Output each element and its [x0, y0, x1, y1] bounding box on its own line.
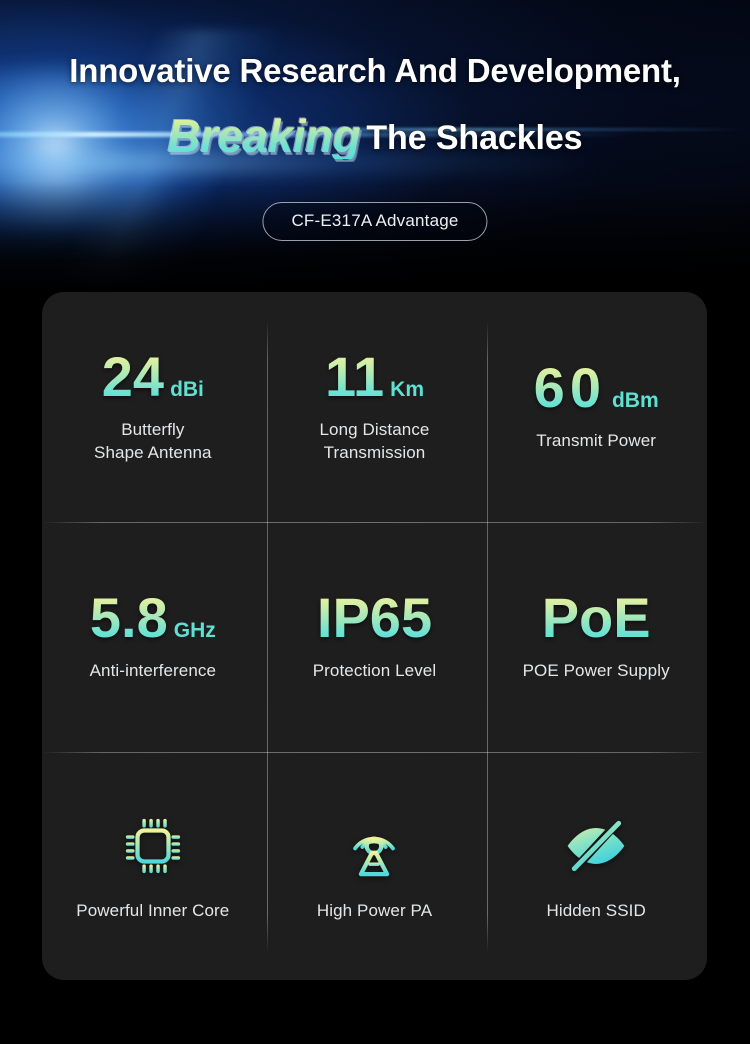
spec-label: Long Distance Transmission [320, 419, 430, 464]
stat-value-row: IP65 [316, 586, 433, 650]
spec-label: Transmit Power [536, 430, 656, 452]
spec-label-line: Transmit Power [536, 431, 657, 451]
stat-unit: GHz [173, 619, 216, 643]
lens-flare-streak [0, 132, 640, 137]
hero-banner [0, 0, 750, 292]
grid-divider-vertical [267, 320, 268, 952]
spec-label-line: Long Distance [319, 420, 430, 440]
spec-grid: 24 dBi Butterfly Shape Antenna 11 Km Lon… [42, 292, 707, 980]
stat-number: PoE [541, 586, 651, 650]
spec-cell-hidden-ssid: Hidden SSID [485, 752, 707, 980]
cpu-chip-icon [125, 818, 180, 874]
stat-unit: dBi [170, 377, 204, 401]
spec-cell-inner-core: Powerful Inner Core [42, 752, 264, 980]
stat-unit: Km [390, 377, 425, 401]
spec-label: Butterfly Shape Antenna [94, 419, 212, 464]
product-advantage-badge: CF-E317A Advantage [262, 202, 488, 241]
hero-bottom-fade [0, 182, 750, 292]
headline-accent-word: Breaking [168, 113, 367, 159]
stat-value-row: 5.8 GHz [89, 586, 216, 650]
spec-label-line: POE Power Supply [522, 661, 670, 681]
headline-rest-text: The Shackles [366, 119, 583, 157]
lens-flare-streak-right [330, 128, 750, 131]
stat-value-row: PoE [541, 586, 651, 650]
stat-value-row: 24 dBi [101, 344, 204, 408]
page-title: Innovative Research And Development, [69, 52, 681, 89]
grid-divider-horizontal [42, 752, 707, 753]
spec-label-line: Anti-interference [89, 661, 217, 681]
spec-label-line: Shape Antenna [94, 442, 212, 462]
icon-container [118, 811, 188, 881]
icon-container [561, 811, 631, 881]
grid-divider-horizontal [42, 522, 707, 523]
stat-number: 5.8 [89, 586, 168, 650]
spec-label: Hidden SSID [546, 901, 646, 920]
spec-label-line: Transmission [323, 442, 426, 462]
stat-number: 24 [101, 344, 165, 408]
spec-cell-poe: PoE POE Power Supply [485, 522, 707, 752]
stat-number: 11 [324, 344, 385, 408]
antenna-tower-icon [353, 836, 396, 877]
eye-off-icon [567, 820, 625, 872]
spec-cell-distance: 11 Km Long Distance Transmission [264, 292, 486, 522]
subtitle-row: Breaking The Shackles [0, 113, 750, 159]
spec-card: 24 dBi Butterfly Shape Antenna 11 Km Lon… [42, 292, 707, 980]
spec-cell-high-power-pa: High Power PA [264, 752, 486, 980]
stat-unit: dBm [611, 389, 659, 413]
spec-label: POE Power Supply [523, 660, 670, 682]
spec-cell-frequency: 5.8 GHz Anti-interference [42, 522, 264, 752]
spec-cell-transmit-power: 60 dBm Transmit Power [485, 292, 707, 522]
spec-label: High Power PA [316, 901, 433, 920]
stat-value-row: 11 Km [324, 344, 425, 408]
spec-label: Powerful Inner Core [76, 901, 230, 920]
spec-label-line: Protection Level [312, 661, 437, 681]
spec-label-line: Butterfly [121, 420, 185, 440]
stat-number: IP65 [316, 586, 433, 650]
spec-cell-protection-level: IP65 Protection Level [264, 522, 486, 752]
icon-container [339, 811, 409, 881]
spec-label: Anti-interference [90, 660, 216, 682]
spec-label: Protection Level [313, 660, 437, 682]
stat-value-row: 60 dBm [533, 356, 659, 420]
stat-number: 60 [533, 356, 606, 420]
lens-flare-soft-streak [0, 152, 600, 174]
spec-cell-antenna-gain: 24 dBi Butterfly Shape Antenna [42, 292, 264, 522]
grid-divider-vertical [487, 320, 488, 952]
